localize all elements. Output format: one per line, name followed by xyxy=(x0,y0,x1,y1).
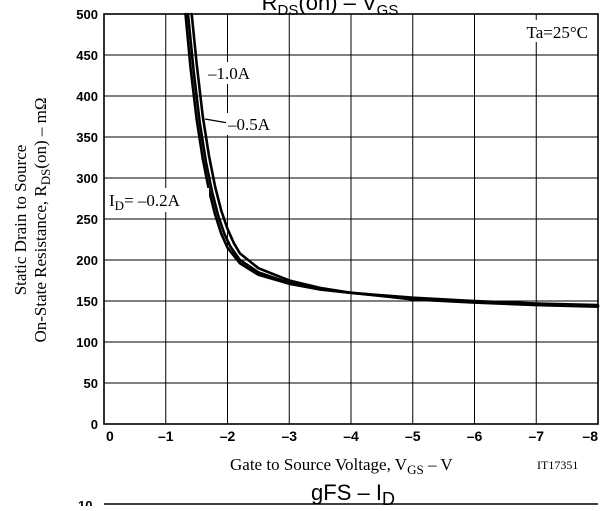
x-tick-label: –1 xyxy=(158,428,174,444)
y-axis-label: Static Drain to Source On-State Resistan… xyxy=(11,97,53,342)
series-label-text: –1.0A xyxy=(207,64,251,83)
y-tick-label: 200 xyxy=(76,253,98,268)
y-axis-label-line2: On-State Resistance, RDS(on) – mΩ xyxy=(31,97,53,342)
grid xyxy=(103,13,599,425)
y-tick-label: 400 xyxy=(76,89,98,104)
ambient-label: Ta=25°C xyxy=(527,23,588,42)
y-tick-label: 250 xyxy=(76,212,98,227)
chart-title: RDS(on) – VGS xyxy=(262,0,399,19)
curves xyxy=(184,12,600,308)
tick-labels: 0 –1 –2 –3 –4 –5 –6 –7 –8 0 50 100 150 200 250 300 350 40… xyxy=(76,7,598,444)
x-tick-label: –4 xyxy=(343,428,359,444)
y-tick-label: 500 xyxy=(76,7,98,22)
series-label-text: –0.5A xyxy=(227,115,271,134)
series-label-02a: ID= –0.2A xyxy=(107,188,209,213)
series-label-text: ID= –0.2A xyxy=(109,191,181,213)
y-tick-label: 300 xyxy=(76,171,98,186)
x-tick-label: 0 xyxy=(106,428,114,444)
y-tick-label: 450 xyxy=(76,48,98,63)
x-tick-label: –6 xyxy=(467,428,483,444)
y-tick-label: 350 xyxy=(76,130,98,145)
y-tick-label: 150 xyxy=(76,294,98,309)
x-tick-label: –7 xyxy=(528,428,544,444)
series-label-1a: –1.0A xyxy=(206,62,258,84)
y-tick-label: 0 xyxy=(91,417,98,432)
plot-frame xyxy=(103,13,599,425)
x-axis-label: Gate to Source Voltage, VGS – V xyxy=(230,455,453,477)
series-label-05a: –0.5A xyxy=(204,113,284,135)
ambient-label-box: Ta=25°C xyxy=(503,20,591,42)
y-axis-label-line1: Static Drain to Source xyxy=(11,145,30,296)
series-line-2 xyxy=(190,12,600,308)
next-chart-title: gFS – ID xyxy=(311,480,395,506)
next-chart-tick: 10 xyxy=(78,498,92,506)
x-tick-label: –3 xyxy=(281,428,297,444)
doc-code: IT17351 xyxy=(537,458,578,472)
y-tick-label: 50 xyxy=(84,376,98,391)
x-tick-label: –2 xyxy=(220,428,236,444)
x-tick-label: –5 xyxy=(405,428,421,444)
y-tick-label: 100 xyxy=(76,335,98,350)
x-tick-label: –8 xyxy=(582,428,598,444)
